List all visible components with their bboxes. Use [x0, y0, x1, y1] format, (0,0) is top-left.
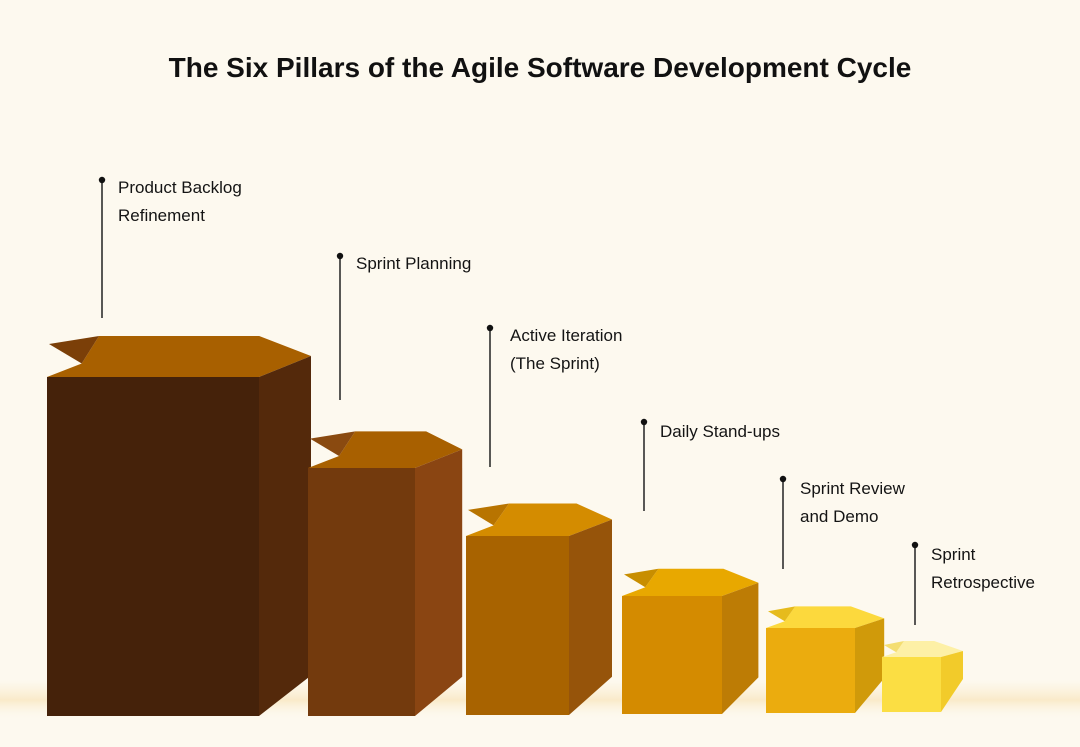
pillar-top-notch	[49, 336, 99, 364]
pillar-label-3: Active Iteration (The Sprint)	[510, 322, 622, 378]
pillar-top-notch	[624, 568, 659, 588]
pillar-front-face	[466, 536, 569, 715]
pillar-5	[766, 606, 885, 713]
pillar-top-face	[308, 431, 463, 468]
pillar-label-line: Sprint Review	[800, 479, 905, 498]
pillar-side-face	[941, 651, 963, 712]
leader-dot-6	[911, 541, 919, 549]
pillar-top-notch	[310, 431, 356, 457]
leader-dot-5	[779, 475, 787, 483]
leader-dot-4	[640, 418, 648, 426]
pillar-side-face	[722, 582, 759, 714]
pillar-front-face	[308, 468, 415, 716]
pillar-top-face	[622, 568, 759, 596]
pillar-label-1: Product Backlog Refinement	[118, 174, 242, 230]
pillar-label-line: Active Iteration	[510, 326, 623, 345]
pillar-label-4: Daily Stand-ups	[660, 418, 780, 446]
pillar-top-notch	[884, 641, 904, 653]
pillar-top-notch	[468, 503, 509, 526]
diagram-title: The Six Pillars of the Agile Software De…	[168, 52, 912, 83]
pillar-top-face	[47, 336, 311, 377]
pillar-top-face	[882, 641, 963, 657]
pillar-label-2: Sprint Planning	[356, 250, 471, 278]
leader-dot-1	[98, 176, 106, 184]
pillar-label-line: (The Sprint)	[510, 354, 600, 373]
pillar-3	[466, 503, 612, 715]
pillar-top-face	[466, 503, 612, 536]
pillar-label-line: Sprint Planning	[356, 254, 472, 273]
pillar-side-face	[259, 356, 311, 716]
pillar-label-line: and Demo	[800, 507, 879, 526]
pillar-label-5: Sprint Review and Demo	[800, 475, 905, 531]
pillar-label-line: Sprint	[931, 545, 976, 564]
pillar-top-face	[766, 606, 885, 628]
pillar-front-face	[622, 596, 722, 714]
leader-dot-2	[336, 252, 344, 260]
leader-dot-3	[486, 324, 494, 332]
pillar-1	[47, 336, 311, 716]
pillar-2	[308, 431, 463, 716]
pillar-label-6: Sprint Retrospective	[931, 541, 1035, 597]
pillar-front-face	[47, 377, 259, 716]
pillar-4	[622, 568, 759, 714]
pillar-6	[882, 641, 963, 712]
pillar-label-line: Product Backlog	[118, 178, 242, 197]
pillar-label-line: Daily Stand-ups	[660, 422, 781, 441]
pillar-side-face	[855, 618, 885, 713]
pillar-top-notch	[768, 606, 796, 622]
pillar-front-face	[766, 628, 855, 713]
pillar-front-face	[882, 657, 941, 712]
pillar-side-face	[415, 449, 463, 716]
pillar-label-line: Retrospective	[931, 573, 1035, 592]
pillar-side-face	[569, 519, 612, 715]
pillar-label-line: Refinement	[118, 206, 205, 225]
